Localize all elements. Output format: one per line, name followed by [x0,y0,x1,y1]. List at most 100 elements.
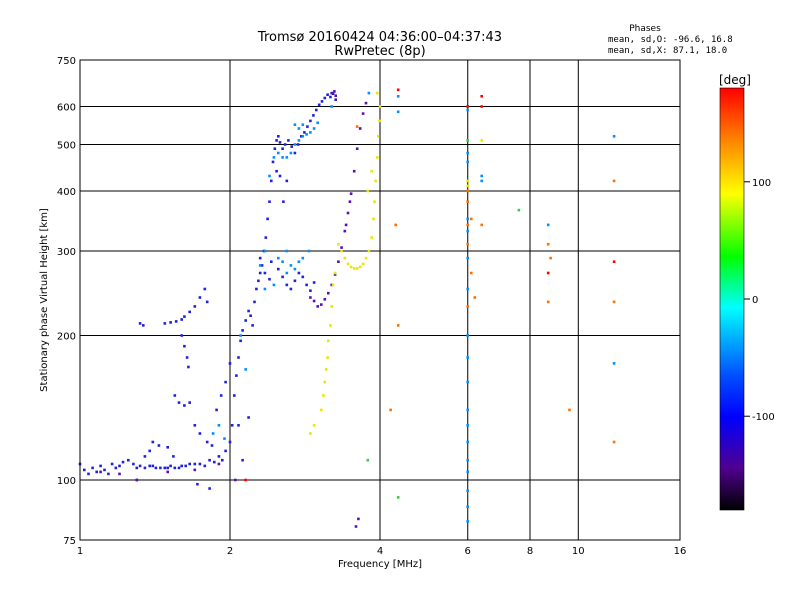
data-point [277,135,280,138]
data-point [159,466,162,470]
y-tick-label: 100 [57,476,76,487]
data-point [293,143,297,146]
data-point [208,458,211,462]
data-point [470,271,473,275]
data-point [612,179,616,183]
data-point [255,287,258,291]
data-point [373,200,376,203]
data-points [78,88,616,528]
data-point [224,380,227,384]
data-point [376,156,379,159]
data-point [364,101,368,105]
data-point [344,223,348,227]
data-point [370,236,373,239]
data-point [221,458,224,462]
data-point [224,449,227,453]
data-point [142,324,145,327]
data-point [138,322,142,325]
data-point [241,329,244,332]
data-point [143,455,147,458]
data-point [193,305,197,308]
data-point [183,344,186,348]
data-point [205,440,209,444]
x-tick-label: 2 [227,546,233,557]
data-point [239,334,242,337]
x-tick-label: 4 [377,546,383,557]
y-axis-label: Stationary phase Virtual Height [km] [39,208,50,392]
data-point [389,408,392,412]
data-point [293,151,297,155]
data-point [340,249,343,253]
data-point [546,242,550,246]
data-point [337,242,340,246]
data-point [320,100,324,103]
data-point [239,339,242,343]
data-point [546,271,550,275]
data-point [151,464,155,468]
colorbar-tick-label: 0 [752,295,758,306]
data-point [215,408,218,412]
data-point [177,466,181,470]
data-point [466,305,469,308]
phases-title: Phases [629,24,661,34]
data-point [297,260,301,263]
data-point [320,303,323,306]
x-tick-labels: 1 2 4 6 8 10 16 [77,546,687,557]
data-point [135,478,139,482]
data-point [312,114,315,117]
data-point [244,319,247,322]
data-point [466,160,469,164]
data-point [91,466,94,470]
data-point [118,472,121,476]
data-point [223,437,226,440]
data-point [193,424,197,427]
data-point [228,440,232,444]
data-point [396,324,400,327]
data-point [230,424,234,427]
data-point [213,460,216,464]
colorbar [719,87,745,511]
data-point [132,462,135,466]
data-point [268,277,271,281]
x-tick-label: 6 [465,546,471,557]
data-point [114,466,118,470]
data-point [330,305,333,308]
data-point [480,105,483,108]
data-point [612,135,616,138]
data-point [330,91,333,95]
data-point [312,424,316,427]
data-point [378,119,381,123]
data-point [612,362,616,365]
data-point [157,444,161,447]
data-point [466,440,469,444]
data-point [366,189,370,193]
data-point [285,249,289,253]
data-point [258,256,262,260]
data-point [305,283,308,287]
data-point [367,249,371,253]
data-point [377,135,380,138]
data-point [473,296,477,299]
data-point [372,217,375,221]
data-point [346,211,350,215]
data-point [334,94,337,97]
data-point [309,296,312,299]
data-point [329,95,332,99]
data-point [301,135,305,138]
data-point [348,200,352,203]
data-point [316,305,319,308]
data-point [358,127,362,130]
data-point [466,223,469,227]
data-point [281,156,284,159]
x-tick-label: 8 [527,546,533,557]
data-point [396,88,400,92]
data-point [480,95,483,98]
data-point [374,179,377,183]
data-point [309,432,312,435]
data-point [331,92,335,95]
data-point [466,356,469,359]
data-point [211,432,215,435]
data-point [466,470,469,474]
data-point [343,256,347,260]
